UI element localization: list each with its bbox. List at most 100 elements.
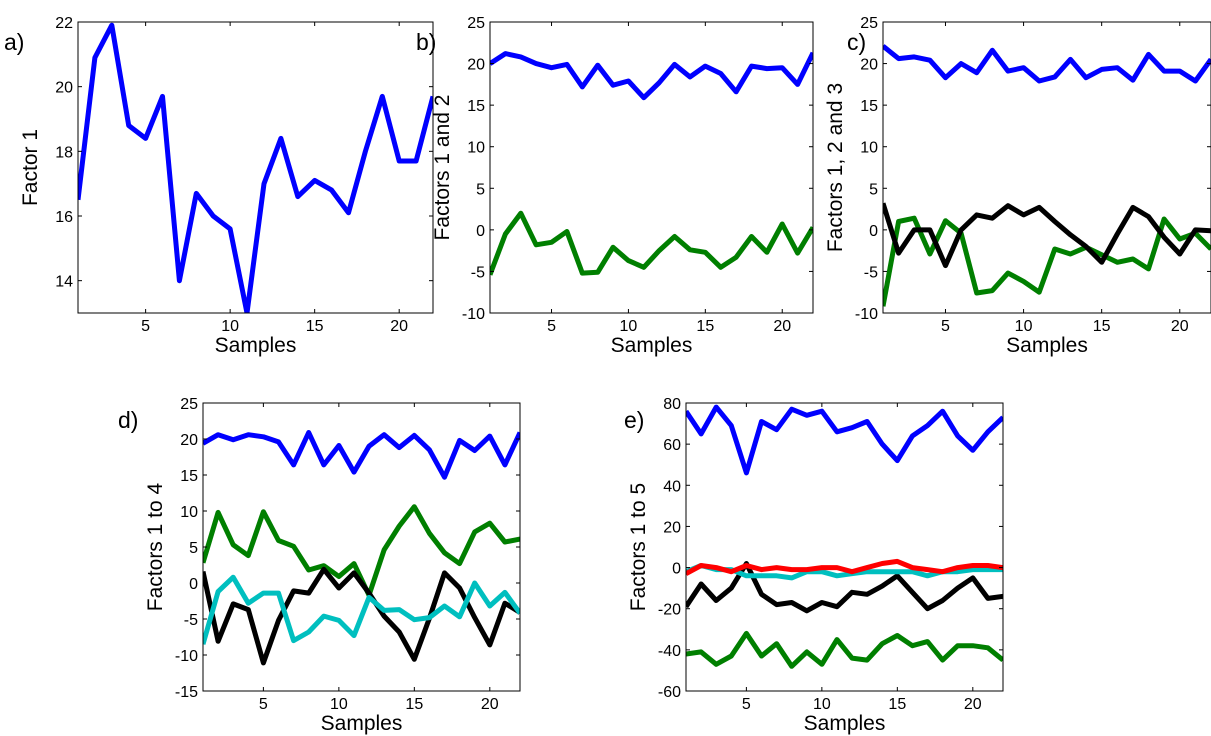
- x-axis-label: Samples: [215, 334, 297, 357]
- y-tick-label: -5: [864, 264, 878, 281]
- y-tick-label: 10: [180, 504, 198, 521]
- plot-frame: [77, 21, 434, 314]
- x-tick-label: 5: [141, 318, 150, 335]
- y-tick-label: 15: [467, 98, 485, 115]
- y-axis-label: Factors 1 and 2: [431, 95, 454, 241]
- series-group: [686, 404, 1003, 669]
- series-line-1: [203, 430, 520, 480]
- series-group: [203, 430, 520, 666]
- y-tick-label: 20: [663, 519, 681, 536]
- y-axis-label: Factor 1: [19, 129, 42, 206]
- y-tick-label: 10: [467, 140, 485, 157]
- panel-label: a): [4, 29, 24, 55]
- y-tick-label: 25: [180, 396, 198, 413]
- series-line-2: [490, 210, 813, 276]
- y-tick-label: -15: [175, 684, 198, 701]
- series-group: [883, 44, 1211, 307]
- y-tick-label: -40: [658, 643, 681, 660]
- x-axis-label: Samples: [1006, 334, 1088, 357]
- series-line-5: [686, 558, 1003, 576]
- y-tick-label: 0: [189, 576, 198, 593]
- y-tick-label: 25: [467, 15, 485, 32]
- x-tick-label: 20: [390, 318, 408, 335]
- x-tick-label: 20: [481, 696, 499, 713]
- y-tick-label: 15: [860, 98, 878, 115]
- y-tick-label: 80: [663, 396, 681, 413]
- y-tick-label: 40: [663, 478, 681, 495]
- x-tick-label: 15: [405, 696, 423, 713]
- chart-panel-a: 5 10 15 20 14 16 18 20 22 Samples Factor 1 a): [4, 15, 434, 357]
- y-tick-label: 25: [860, 15, 878, 32]
- x-tick-label: 20: [773, 318, 791, 335]
- y-tick-label: 5: [189, 540, 198, 557]
- x-tick-label: 10: [1015, 318, 1033, 335]
- y-axis-label: Factors 1 to 5: [627, 483, 650, 611]
- plot-frame: [882, 21, 1211, 314]
- y-tick-label: 0: [869, 223, 878, 240]
- x-tick-label: 10: [221, 318, 239, 335]
- x-tick-label: 20: [964, 696, 982, 713]
- y-tick-label: 20: [467, 57, 485, 74]
- series-line-4: [203, 574, 520, 645]
- panel-label: e): [624, 407, 644, 433]
- x-axis-label: Samples: [321, 712, 403, 735]
- x-tick-label: 5: [742, 696, 751, 713]
- y-tick-label: 0: [672, 561, 681, 578]
- series-line-2: [686, 630, 1003, 669]
- y-tick-label: 0: [476, 223, 485, 240]
- y-tick-label: -10: [855, 306, 878, 323]
- y-tick-label: -5: [184, 612, 198, 629]
- x-tick-label: 5: [259, 696, 268, 713]
- y-tick-label: -10: [462, 306, 485, 323]
- x-tick-label: 10: [813, 696, 831, 713]
- y-tick-label: 20: [180, 432, 198, 449]
- y-tick-label: 22: [55, 15, 73, 32]
- series-line-3: [686, 561, 1003, 614]
- x-tick-label: 5: [547, 318, 556, 335]
- series-line-1: [490, 51, 813, 101]
- y-tick-label: -60: [658, 684, 681, 701]
- x-tick-label: 15: [696, 318, 714, 335]
- plot-frame: [489, 21, 814, 314]
- x-tick-label: 15: [1093, 318, 1111, 335]
- y-tick-label: 16: [55, 209, 73, 226]
- y-axis-label: Factors 1, 2 and 3: [824, 83, 847, 252]
- x-tick-label: 20: [1171, 318, 1189, 335]
- chart-panel-d: 5 10 15 20 -15 -10 -5 0 5 10 15 20 25 Samples Factors …: [118, 396, 521, 735]
- series-line-2: [883, 215, 1211, 307]
- x-tick-label: 5: [941, 318, 950, 335]
- panel-label: b): [416, 29, 436, 55]
- y-tick-label: -5: [471, 264, 485, 281]
- x-tick-label: 15: [306, 318, 324, 335]
- y-tick-label: 18: [55, 144, 73, 161]
- x-tick-label: 10: [330, 696, 348, 713]
- x-tick-label: 10: [620, 318, 638, 335]
- y-tick-label: 10: [860, 140, 878, 157]
- chart-panel-c: 5 10 15 20 -10 -5 0 5 10 15 20 25 Samples Factors 1, …: [824, 15, 1211, 357]
- chart-panel-b: 5 10 15 20 -10 -5 0 5 10 15 20 25 Samples Factors 1 a…: [416, 15, 814, 357]
- y-tick-label: 20: [55, 80, 73, 97]
- y-tick-label: 5: [869, 181, 878, 198]
- series-line-1: [686, 404, 1003, 476]
- y-tick-label: 14: [55, 274, 73, 291]
- series-line-1: [883, 44, 1211, 84]
- series-line-1: [78, 22, 433, 313]
- y-tick-label: 60: [663, 437, 681, 454]
- series-line-3: [883, 202, 1211, 269]
- y-tick-label: 5: [476, 181, 485, 198]
- y-axis-label: Factors 1 to 4: [144, 482, 167, 611]
- x-axis-label: Samples: [611, 334, 693, 357]
- y-tick-label: 15: [180, 468, 198, 485]
- series-group: [490, 51, 813, 276]
- y-tick-label: -10: [175, 648, 198, 665]
- x-tick-label: 15: [888, 696, 906, 713]
- plot-frame: [685, 402, 1004, 692]
- chart-panel-e: 5 10 15 20 -60 -40 -20 0 20 40 60 80 Samples Factors …: [624, 396, 1004, 735]
- series-group: [78, 22, 433, 313]
- x-axis-label: Samples: [804, 712, 886, 735]
- y-tick-label: 20: [860, 57, 878, 74]
- panel-label: c): [847, 29, 866, 55]
- y-tick-label: -20: [658, 602, 681, 619]
- panel-label: d): [118, 407, 138, 433]
